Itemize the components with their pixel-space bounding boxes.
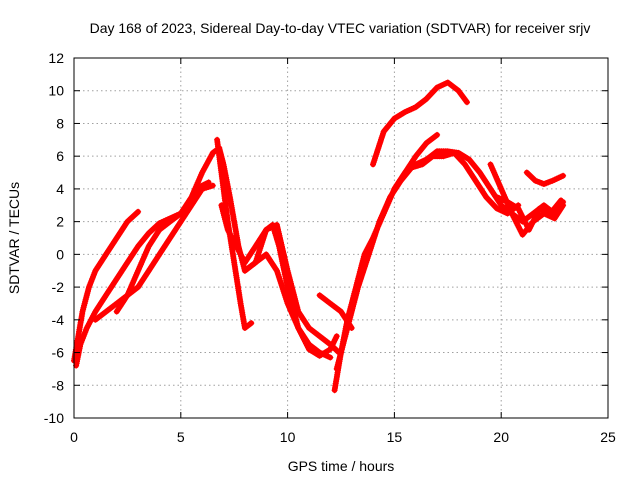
- series-0: [71, 208, 142, 364]
- data-point: [560, 172, 567, 179]
- y-tick-label: 12: [48, 50, 64, 66]
- data-point: [209, 182, 216, 189]
- series-9: [331, 131, 441, 394]
- data-point: [135, 208, 142, 215]
- series-15: [523, 169, 567, 187]
- y-tick-label: -4: [52, 312, 65, 328]
- series-2: [92, 182, 216, 323]
- axis-ticks: [73, 57, 609, 419]
- data-point: [327, 354, 334, 361]
- x-tick-label: 25: [600, 429, 616, 445]
- series-trace: [92, 182, 216, 323]
- data-point: [560, 202, 567, 209]
- y-tick-label: -6: [52, 345, 65, 361]
- x-tick-labels: 0 5 10 15 20 25: [70, 429, 616, 445]
- chart-title: Day 168 of 2023, Sidereal Day-to-day VTE…: [90, 20, 591, 36]
- data-point: [434, 131, 441, 138]
- y-tick-label: 10: [48, 83, 64, 99]
- data-point: [558, 197, 564, 204]
- y-tick-labels: -10 -8 -6 -4 -2 0 2 4 6 8 10 12: [44, 50, 64, 426]
- x-tick-label: 0: [70, 429, 78, 445]
- y-tick-label: 2: [56, 214, 64, 230]
- series-14: [493, 194, 564, 233]
- series-11: [370, 79, 470, 168]
- y-tick-label: -10: [44, 410, 64, 426]
- x-tick-label: 20: [493, 429, 509, 445]
- x-axis-label: GPS time / hours: [288, 458, 395, 474]
- y-axis-label: SDTVAR / TECUs: [6, 182, 22, 294]
- plot-frame: [73, 57, 609, 419]
- series-7: [241, 251, 334, 361]
- data-point: [248, 320, 255, 327]
- series-trace: [331, 132, 440, 393]
- series-3: [113, 145, 223, 315]
- y-tick-label: 8: [56, 115, 64, 131]
- y-tick-label: -2: [52, 279, 65, 295]
- y-tick-label: 4: [56, 181, 64, 197]
- x-tick-label: 15: [387, 429, 403, 445]
- series-6: [218, 202, 342, 356]
- y-tick-label: 0: [56, 246, 64, 262]
- data-series: [71, 79, 567, 394]
- y-tick-label: 6: [56, 148, 64, 164]
- data-point: [464, 99, 470, 106]
- y-tick-label: -8: [52, 377, 65, 393]
- x-tick-label: 10: [280, 429, 296, 445]
- x-tick-label: 5: [177, 429, 185, 445]
- data-point: [333, 333, 340, 340]
